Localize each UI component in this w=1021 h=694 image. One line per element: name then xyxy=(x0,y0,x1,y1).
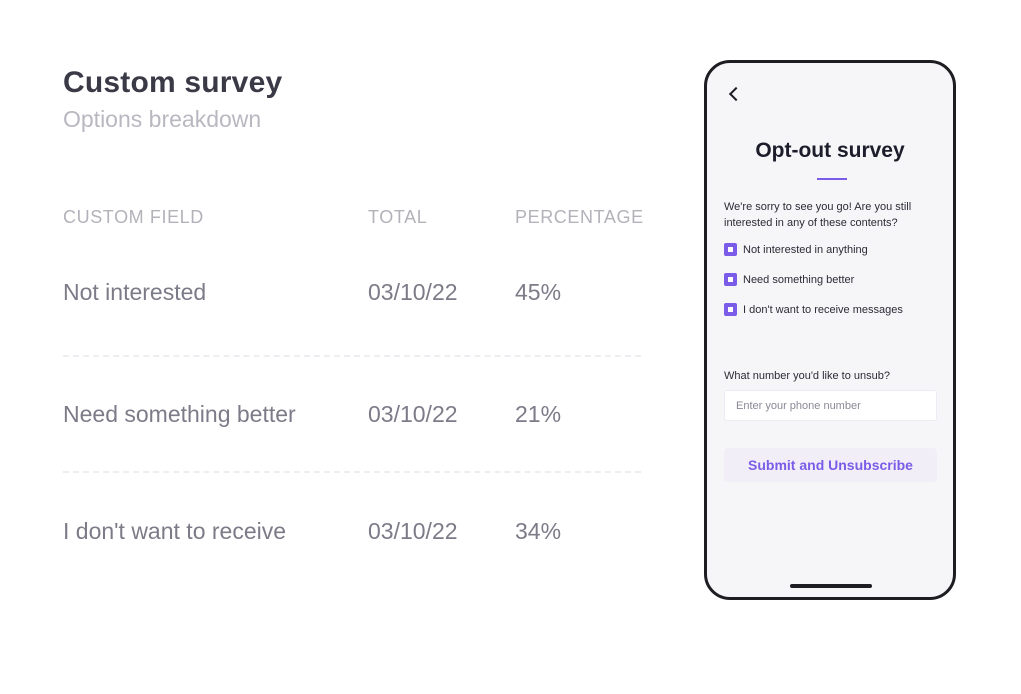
table-header: CUSTOM FIELD TOTAL PERCENTAGE xyxy=(63,205,644,229)
phone-mockup: Opt-out survey We're sorry to see you go… xyxy=(704,60,956,600)
title-divider xyxy=(817,178,847,180)
column-header-custom-field: CUSTOM FIELD xyxy=(63,206,204,227)
home-indicator xyxy=(790,584,872,588)
row-total: 03/10/22 xyxy=(368,517,458,544)
table-row: Need something better 03/10/22 21% xyxy=(63,357,641,473)
row-field: I don't want to receive xyxy=(63,517,287,544)
survey-title: Opt-out survey xyxy=(755,139,905,162)
row-percentage: 21% xyxy=(515,400,562,427)
table-row: I don't want to receive 03/10/22 34% xyxy=(63,473,641,589)
option-label: Not interested in anything xyxy=(743,243,868,256)
table-row: Not interested 03/10/22 45% xyxy=(63,229,641,357)
submit-unsubscribe-button[interactable]: Submit and Unsubscribe xyxy=(724,448,937,482)
checkbox-checked-icon[interactable] xyxy=(724,243,737,256)
report-subtitle: Options breakdown xyxy=(63,106,262,132)
option-not-interested[interactable]: Not interested in anything xyxy=(724,243,868,256)
row-field: Not interested xyxy=(63,278,207,305)
option-label: Need something better xyxy=(743,273,855,286)
row-field: Need something better xyxy=(63,400,296,427)
options-table: CUSTOM FIELD TOTAL PERCENTAGE Not intere… xyxy=(63,205,644,589)
survey-question: We're sorry to see you go! Are you still… xyxy=(724,201,912,229)
row-percentage: 45% xyxy=(515,278,562,305)
checkbox-checked-icon[interactable] xyxy=(724,273,737,286)
column-header-percentage: PERCENTAGE xyxy=(515,206,644,227)
phone-number-label: What number you'd like to unsub? xyxy=(724,370,890,382)
report-header: Custom survey Options breakdown xyxy=(63,64,643,134)
option-need-better[interactable]: Need something better xyxy=(724,273,854,286)
row-total: 03/10/22 xyxy=(368,278,458,305)
option-label: I don't want to receive messages xyxy=(743,303,903,316)
column-header-total: TOTAL xyxy=(368,206,428,227)
phone-number-input[interactable] xyxy=(724,390,937,421)
chevron-left-icon[interactable] xyxy=(727,85,743,103)
row-total: 03/10/22 xyxy=(368,400,458,427)
row-percentage: 34% xyxy=(515,517,562,544)
report-title: Custom survey xyxy=(63,66,283,99)
option-no-messages[interactable]: I don't want to receive messages xyxy=(724,303,903,316)
checkbox-checked-icon[interactable] xyxy=(724,303,737,316)
